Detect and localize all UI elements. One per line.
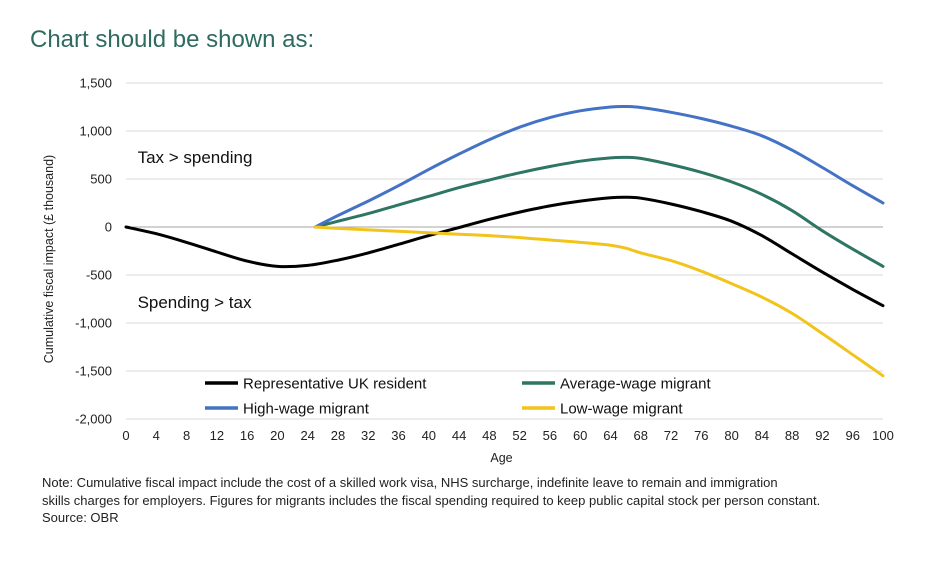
note-line-1: Note: Cumulative fiscal impact include t… bbox=[42, 475, 778, 490]
legend-label-high-wage-migrant: High-wage migrant bbox=[243, 401, 370, 418]
x-tick-label: 44 bbox=[452, 428, 466, 443]
x-tick-label: 48 bbox=[482, 428, 496, 443]
series-lines bbox=[124, 104, 885, 378]
chart-heading: Chart should be shown as: bbox=[30, 26, 315, 53]
x-tick-label: 32 bbox=[361, 428, 375, 443]
x-tick-label: 92 bbox=[815, 428, 829, 443]
y-tick-label: -1,500 bbox=[75, 364, 112, 379]
legend-label-average-wage-migrant: Average-wage migrant bbox=[560, 376, 711, 393]
x-tick-label: 56 bbox=[543, 428, 557, 443]
x-tick-label: 36 bbox=[391, 428, 405, 443]
chart-note: Note: Cumulative fiscal impact include t… bbox=[42, 474, 922, 527]
legend-label-low-wage-migrant: Low-wage migrant bbox=[560, 401, 683, 418]
x-tick-label: 0 bbox=[122, 428, 129, 443]
x-axis: 0 4 8 12 16 20 24 28 32 36 40 44 48 52 56 60 64 68 72 76 80 8… bbox=[122, 428, 893, 443]
y-tick-label: 1,500 bbox=[79, 76, 112, 91]
x-tick-label: 100 bbox=[872, 428, 894, 443]
x-tick-label: 80 bbox=[724, 428, 738, 443]
x-tick-label: 76 bbox=[694, 428, 708, 443]
x-tick-label: 16 bbox=[240, 428, 254, 443]
x-tick-label: 8 bbox=[183, 428, 190, 443]
series-line-low-wage-migrant bbox=[313, 225, 885, 378]
gridlines bbox=[126, 82, 883, 420]
y-tick-label: -500 bbox=[86, 268, 112, 283]
x-tick-label: 88 bbox=[785, 428, 799, 443]
y-tick-label: -1,000 bbox=[75, 316, 112, 331]
y-axis-title: Cumulative fiscal impact (£ thousand) bbox=[42, 155, 56, 363]
x-axis-title: Age bbox=[490, 451, 512, 465]
series-line-average-wage-migrant bbox=[313, 155, 885, 268]
annotation-spending-greater: Spending > tax bbox=[138, 293, 252, 312]
legend-label-representative-uk-resident: Representative UK resident bbox=[243, 376, 427, 393]
legend: Representative UK resident Average-wage m… bbox=[205, 376, 711, 418]
x-tick-label: 4 bbox=[153, 428, 160, 443]
y-tick-label: 0 bbox=[105, 220, 112, 235]
x-tick-label: 96 bbox=[845, 428, 859, 443]
x-tick-label: 40 bbox=[422, 428, 436, 443]
x-tick-label: 72 bbox=[664, 428, 678, 443]
note-source: Source: OBR bbox=[42, 510, 119, 525]
note-line-2: skills charges for employers. Figures fo… bbox=[42, 492, 821, 508]
y-tick-label: 1,000 bbox=[79, 124, 112, 139]
series-line-representative-uk-resident bbox=[124, 195, 885, 308]
x-tick-label: 64 bbox=[603, 428, 617, 443]
x-tick-label: 60 bbox=[573, 428, 587, 443]
x-tick-label: 24 bbox=[300, 428, 314, 443]
x-tick-label: 52 bbox=[512, 428, 526, 443]
x-tick-label: 28 bbox=[331, 428, 345, 443]
y-tick-label: 500 bbox=[90, 172, 112, 187]
y-tick-label: -2,000 bbox=[75, 412, 112, 427]
x-tick-label: 84 bbox=[755, 428, 769, 443]
annotations: Tax > spending Spending > tax bbox=[138, 148, 253, 312]
series-line-high-wage-migrant bbox=[313, 104, 885, 229]
x-tick-label: 68 bbox=[634, 428, 648, 443]
x-tick-label: 20 bbox=[270, 428, 284, 443]
y-axis: 1,500 1,000 500 0 -500 -1,000 -1,500 -2,000 bbox=[75, 76, 112, 427]
annotation-tax-greater: Tax > spending bbox=[138, 148, 253, 167]
x-tick-label: 12 bbox=[210, 428, 224, 443]
